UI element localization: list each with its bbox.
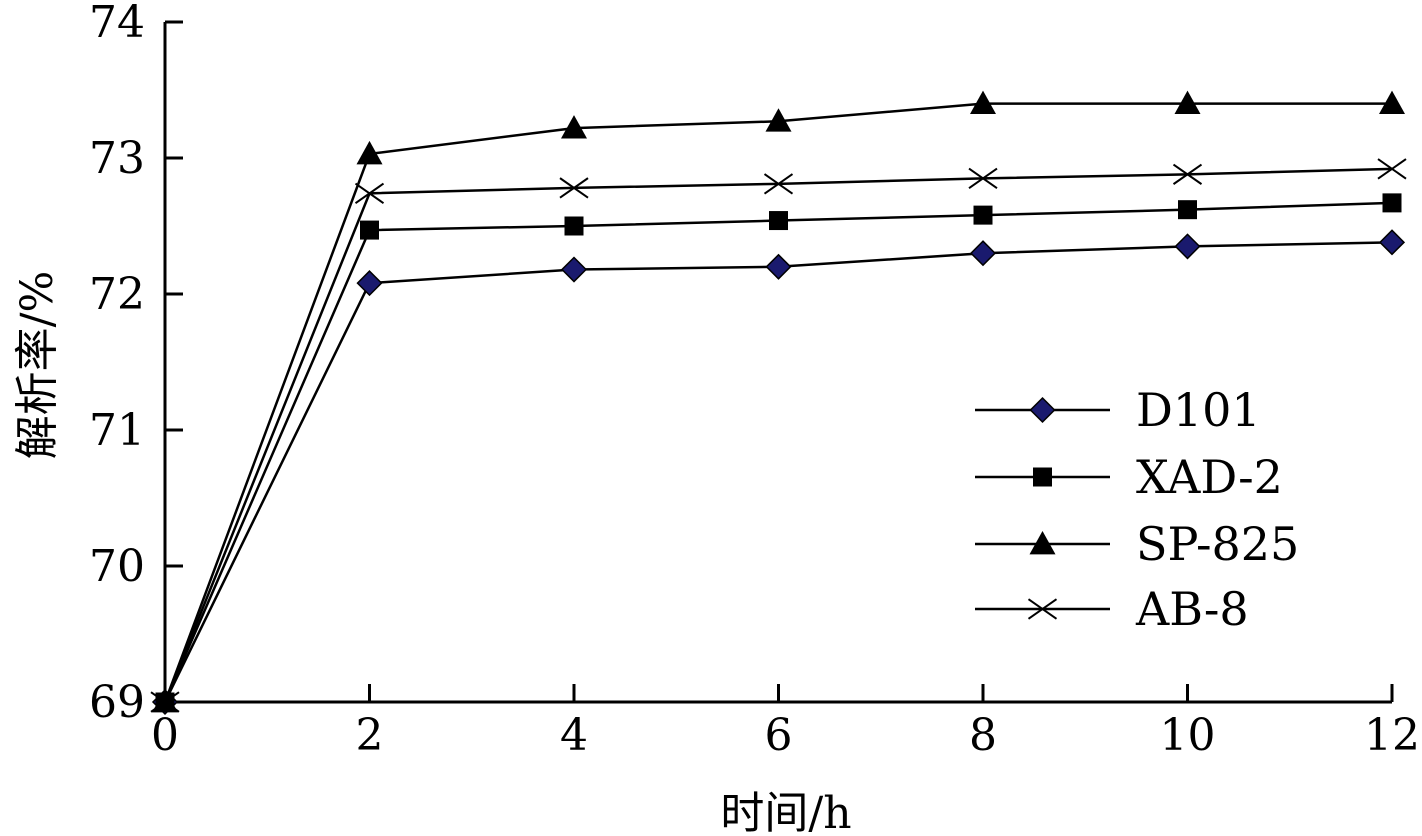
legend: D101 XAD-2 SP-825 AB-8 [975,383,1299,636]
x-tick-label: 6 [765,710,793,761]
legend-label: SP-825 [1136,517,1299,571]
x-tick-label: 10 [1160,710,1216,761]
triangle-marker [561,115,587,139]
x-marker-stroke [968,167,998,190]
triangle-marker [356,140,383,165]
y-tick-label: 73 [89,133,145,184]
legend-entry: AB-8 [975,582,1249,636]
y-axis-title: 解析率/% [12,271,63,460]
x-tick-label: 0 [151,710,179,761]
x-marker-stroke [1172,163,1203,185]
square-marker [360,220,379,240]
triangle-marker [765,108,792,132]
x-marker-stroke [150,691,180,713]
triangle-marker [970,90,996,114]
triangle-marker [1379,90,1405,114]
x-tick-label: 8 [969,710,997,761]
y-tick-label: 69 [89,677,145,728]
diamond-marker [1029,396,1056,424]
series-ab-8 [150,158,1407,713]
x-marker-stroke [1027,598,1058,620]
x-tick-label: 4 [560,710,588,761]
legend-entry: SP-825 [975,517,1299,571]
triangle-marker [1174,90,1201,114]
legend-label: D101 [1136,383,1261,437]
legend-entry: D101 [975,383,1261,437]
y-tick-label: 70 [89,541,145,592]
legend-label: AB-8 [1135,582,1249,636]
triangle-marker [1029,531,1056,555]
diamond-marker [1378,229,1406,256]
x-marker-stroke [354,182,385,204]
x-marker-stroke [559,177,589,199]
diamond-marker [969,240,997,267]
y-tick-label: 72 [89,269,145,320]
axes: 0 2 4 6 8 10 12 69 70 71 72 73 74 [89,0,1420,761]
square-marker [564,216,584,236]
square-marker [973,205,993,225]
y-tick-label: 74 [89,0,145,48]
x-axis-title: 时间/h [720,788,851,836]
y-tick-label: 71 [89,405,145,456]
legend-label: XAD-2 [1136,450,1283,504]
diamond-marker [560,256,588,283]
square-marker [1382,193,1402,213]
square-marker [769,211,788,231]
square-marker [1033,467,1052,487]
legend-entry: XAD-2 [975,450,1283,504]
diamond-marker [1174,233,1201,260]
diamond-marker [765,253,792,280]
diamond-marker [356,270,383,297]
x-tick-label: 12 [1364,710,1420,761]
x-marker-stroke [1377,158,1407,180]
x-marker-stroke [763,173,794,195]
square-marker [1178,200,1197,220]
series-layer [150,90,1407,716]
x-tick-label: 2 [356,710,384,761]
